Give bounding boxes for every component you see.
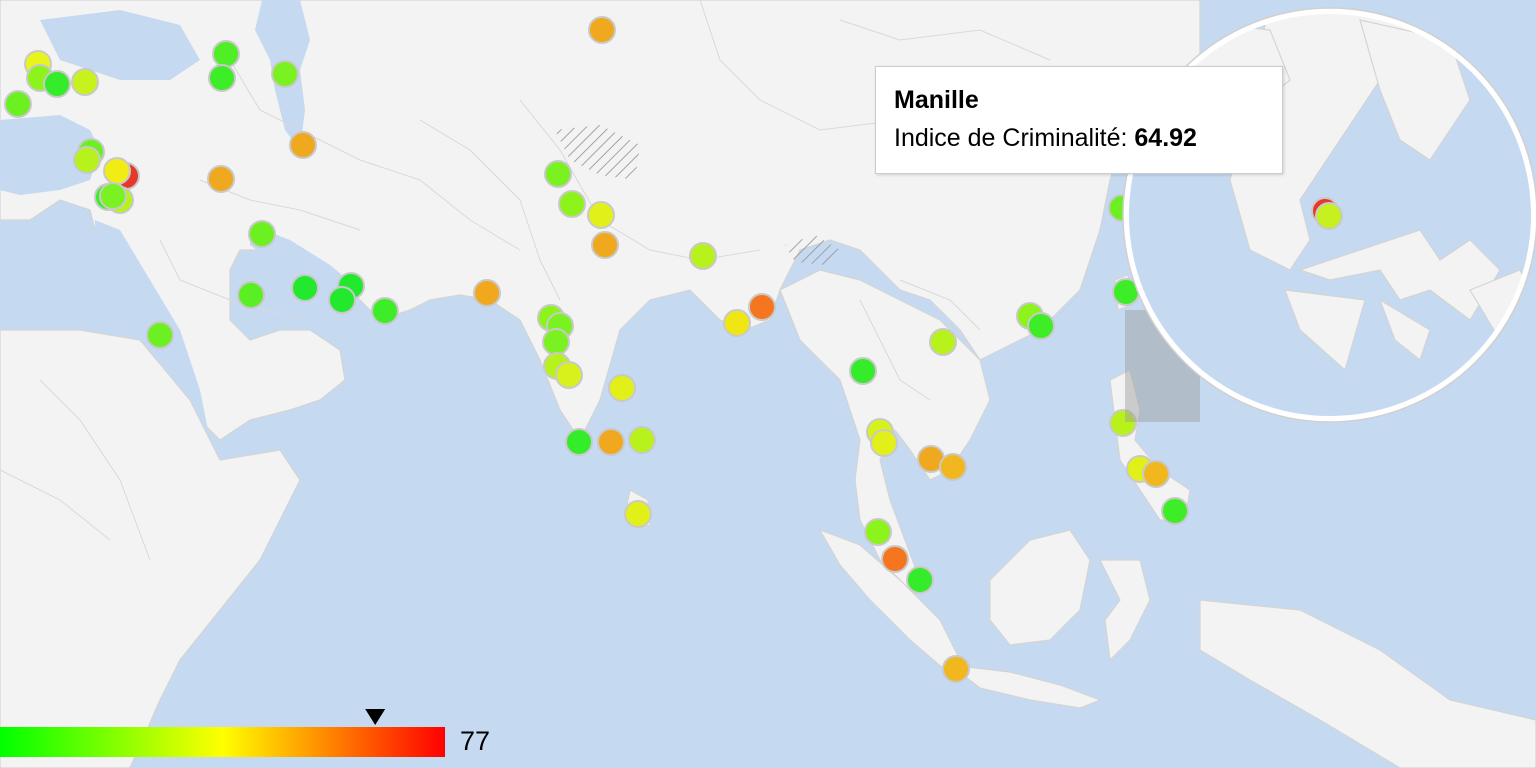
tooltip-metric-value: 64.92 <box>1134 124 1197 152</box>
city-marker[interactable] <box>597 428 625 456</box>
land-java <box>947 664 1102 709</box>
city-marker[interactable] <box>542 328 570 356</box>
city-marker[interactable] <box>328 286 356 314</box>
city-marker[interactable] <box>870 429 898 457</box>
tooltip-metric: Indice de Criminalité: 64.92 <box>894 123 1264 153</box>
land-new-guinea <box>1199 599 1536 768</box>
color-scale-bar <box>0 727 445 757</box>
country-borders <box>0 0 1051 561</box>
city-marker[interactable] <box>591 231 619 259</box>
city-marker[interactable] <box>71 68 99 96</box>
tooltip-metric-label: Indice de Criminalité: <box>894 124 1128 152</box>
city-marker[interactable] <box>849 357 877 385</box>
disputed-area-kashmir <box>555 125 640 180</box>
city-marker[interactable] <box>565 428 593 456</box>
city-marker[interactable] <box>588 16 616 44</box>
city-marker[interactable] <box>1142 460 1170 488</box>
lens-land-mindoro <box>1284 289 1366 372</box>
land-borneo <box>989 529 1091 646</box>
city-marker[interactable] <box>864 518 892 546</box>
city-marker[interactable] <box>207 165 235 193</box>
city-marker[interactable] <box>99 182 127 210</box>
scale-indicator-triangle <box>365 709 386 725</box>
disputed-area-arunachal <box>785 235 840 265</box>
city-marker[interactable] <box>146 321 174 349</box>
color-scale-legend <box>0 709 445 757</box>
city-marker[interactable] <box>289 131 317 159</box>
city-marker[interactable] <box>555 361 583 389</box>
city-marker[interactable] <box>1109 409 1137 437</box>
city-marker[interactable] <box>906 566 934 594</box>
city-marker[interactable] <box>271 60 299 88</box>
city-marker[interactable] <box>723 309 751 337</box>
tooltip: Manille Indice de Criminalité: 64.92 <box>875 66 1283 174</box>
city-marker[interactable] <box>748 293 776 321</box>
mediterranean-sea <box>0 115 100 195</box>
lens-land-islands <box>1378 298 1431 362</box>
city-marker[interactable] <box>473 279 501 307</box>
city-marker[interactable] <box>43 70 71 98</box>
city-marker[interactable] <box>212 40 240 68</box>
city-marker[interactable] <box>237 281 265 309</box>
city-marker[interactable] <box>628 426 656 454</box>
city-marker[interactable] <box>544 160 572 188</box>
city-marker[interactable] <box>1027 312 1055 340</box>
city-marker[interactable] <box>939 453 967 481</box>
city-marker[interactable] <box>608 374 636 402</box>
city-marker[interactable] <box>1161 497 1189 525</box>
city-marker[interactable] <box>624 500 652 528</box>
city-marker[interactable] <box>73 146 101 174</box>
city-marker[interactable] <box>881 545 909 573</box>
city-marker[interactable] <box>4 90 32 118</box>
lens-marker-manille[interactable] <box>1315 202 1343 230</box>
city-marker[interactable] <box>942 655 970 683</box>
black-sea <box>40 10 200 80</box>
city-marker[interactable] <box>103 157 131 185</box>
city-markers <box>4 16 1189 683</box>
city-marker[interactable] <box>291 274 319 302</box>
city-marker[interactable] <box>248 220 276 248</box>
city-marker[interactable] <box>208 64 236 92</box>
persian-gulf <box>250 225 360 300</box>
land-sulawesi <box>1099 559 1151 662</box>
city-marker[interactable] <box>371 297 399 325</box>
tooltip-city: Manille <box>894 86 979 114</box>
city-marker[interactable] <box>929 328 957 356</box>
city-marker[interactable] <box>689 242 717 270</box>
color-scale-max-label: 77 <box>460 726 491 756</box>
city-marker[interactable] <box>587 201 615 229</box>
city-marker[interactable] <box>558 190 586 218</box>
